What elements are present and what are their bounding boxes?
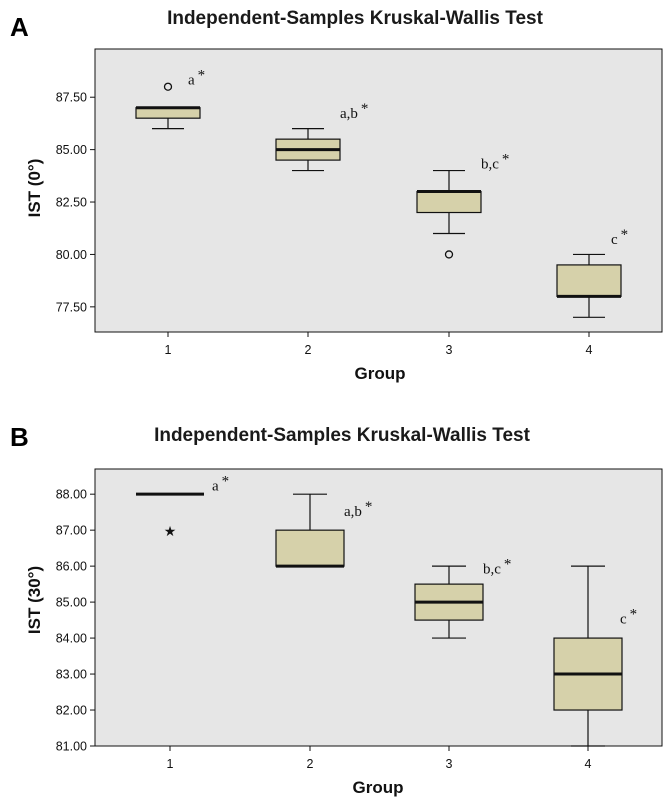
panel-a-xtick-label: 4 (586, 343, 593, 357)
panel-a-xtick-label: 1 (165, 343, 172, 357)
box (135, 107, 201, 119)
outlier-circle (163, 82, 173, 91)
significance-label: c (620, 612, 627, 628)
box (556, 264, 622, 297)
panel-b-ytick-label: 83.00 (56, 668, 87, 682)
panel-a-ytick-label: 85.00 (56, 143, 87, 157)
panel-a-xlabel: Group (355, 364, 406, 383)
panel-b-title: Independent-Samples Kruskal-Wallis Test (154, 425, 531, 446)
panel-a-ytick-label: 87.50 (56, 91, 87, 105)
panel-b-ytick-label: 81.00 (56, 740, 87, 754)
significance-asterisk: * (621, 227, 629, 243)
panel-a-box-group-2: a,b * (275, 101, 369, 172)
panel-a-ytick-label: 80.00 (56, 248, 87, 262)
panel-a-box-group-4: c * (556, 227, 629, 318)
panel-b-boxes: ★a *a,b *b,c *c * (136, 474, 638, 747)
panel-a-letter: A (10, 12, 29, 42)
panel-b-xtick-label: 3 (446, 757, 453, 771)
significance-asterisk: * (630, 607, 638, 623)
panel-b-box-group-4: c * (553, 565, 638, 747)
box (275, 529, 345, 567)
panel-a-xtick-label: 3 (446, 343, 453, 357)
panel-b-ytick-label: 88.00 (56, 488, 87, 502)
significance-asterisk: * (502, 151, 510, 167)
significance-label: a (212, 479, 219, 495)
panel-b-letter: B (10, 422, 29, 452)
panel-b-y-ticks: 88.00 87.00 86.00 85.00 84.00 83.00 82.00 81.00 (56, 488, 95, 754)
significance-asterisk: * (504, 556, 512, 572)
panel-b-box-group-1: ★ a * (136, 474, 230, 540)
significance-label: c (611, 232, 618, 248)
panel-a-y-ticks: 87.50 85.00 82.50 80.00 77.50 (56, 91, 95, 314)
significance-label: a,b (340, 106, 358, 122)
significance-label: b,c (481, 156, 499, 172)
significance-asterisk: * (365, 499, 373, 515)
panel-a-boxes: a *a,b *b,c *c * (135, 68, 629, 318)
panel-a-ytick-label: 77.50 (56, 300, 87, 314)
panel-b-xtick-label: 2 (307, 757, 314, 771)
panel-a-xtick-label: 2 (305, 343, 312, 357)
panel-b-box-group-3: b,c * (414, 556, 512, 639)
panel-b-ylabel: IST (30°) (25, 566, 44, 634)
panel-a: A Independent-Samples Kruskal-Wallis Tes… (10, 8, 663, 383)
panel-b-ytick-label: 85.00 (56, 596, 87, 610)
outlier-circle (444, 250, 454, 259)
panel-a-title: Independent-Samples Kruskal-Wallis Test (167, 8, 544, 29)
panel-b-ytick-label: 84.00 (56, 632, 87, 646)
panel-b-box-group-2: a,b * (275, 493, 373, 568)
panel-a-ytick-label: 82.50 (56, 196, 87, 210)
panel-b-xtick-label: 4 (585, 757, 592, 771)
outlier-star-icon: ★ (164, 524, 177, 540)
panel-a-box-group-1: a * (135, 68, 206, 130)
panel-b-ytick-label: 82.00 (56, 704, 87, 718)
panel-b-ytick-label: 86.00 (56, 560, 87, 574)
panel-b-x-ticks: 1 2 3 4 (167, 746, 592, 771)
significance-asterisk: * (361, 101, 369, 117)
significance-label: b,c (483, 561, 501, 577)
significance-label: a,b (344, 504, 362, 520)
panel-a-box-group-3: b,c * (416, 151, 510, 259)
panel-b: B Independent-Samples Kruskal-Wallis Tes… (10, 422, 663, 797)
significance-asterisk: * (198, 68, 206, 84)
significance-asterisk: * (222, 474, 230, 490)
panel-b-ytick-label: 87.00 (56, 524, 87, 538)
panel-b-xtick-label: 1 (167, 757, 174, 771)
panel-a-ylabel: IST (0°) (25, 159, 44, 218)
box (416, 190, 482, 214)
panel-a-x-ticks: 1 2 3 4 (165, 332, 593, 357)
significance-label: a (188, 73, 195, 89)
panel-b-xlabel: Group (353, 778, 404, 797)
